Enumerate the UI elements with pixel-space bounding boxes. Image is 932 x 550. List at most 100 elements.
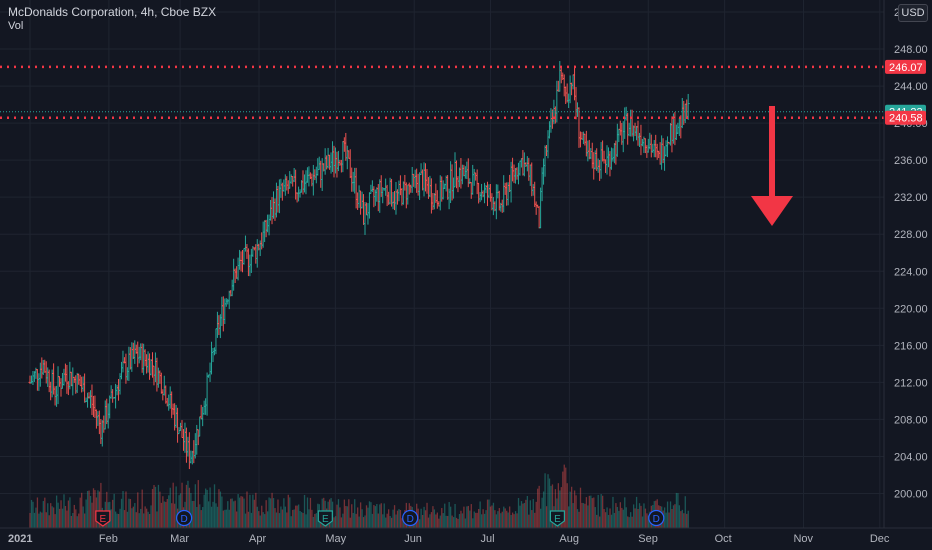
volume-bar [573,490,576,528]
volume-bar [171,503,173,528]
volume-bar [98,491,101,528]
volume-bar [231,498,233,528]
volume-bar [529,500,531,528]
volume-bar [621,507,623,528]
time-tick-label: Feb [99,533,118,545]
time-tick-label: Sep [638,533,658,545]
volume-bar [352,512,354,528]
price-tick-label: 232.00 [894,192,928,204]
volume-bar [506,510,508,528]
volume-bar [123,510,126,528]
volume-bar [579,487,582,528]
volume-bar [501,511,503,528]
volume-bar [641,516,644,528]
volume-bar [64,505,67,528]
volume-bar [585,497,588,528]
volume-bar [520,501,523,528]
volume-bar [190,492,192,528]
price-tag-label: 246.07 [889,62,923,74]
volume-bar [591,498,593,528]
volume-bar [277,499,279,528]
volume-bar [383,503,385,528]
currency-button[interactable]: USD [898,4,928,22]
volume-bar [588,495,591,528]
volume-bar [306,497,309,528]
volume-bar [309,497,312,528]
volume-bar [181,482,183,528]
volume-bar [442,513,444,528]
volume-bar [259,515,261,528]
volume-bar [148,514,151,528]
volume-bar [187,480,189,528]
volume-bar [519,505,521,528]
level-price-tag [885,110,926,125]
volume-bar [492,502,495,528]
volume-bar [134,503,136,528]
volume-bar [85,499,87,528]
symbol-title: McDonalds Corporation, 4h, Cboe BZX [8,5,217,19]
volume-bar [91,502,93,528]
volume-bar [266,511,269,528]
volume-bar [534,512,536,528]
price-tick-label: 200.00 [894,488,928,500]
volume-bar [511,512,514,528]
volume-bar [275,512,278,528]
volume-bar [593,497,595,528]
volume-bar [50,503,52,528]
volume-bar [131,508,133,528]
volume-bar [562,471,564,528]
time-axis[interactable]: 2021 Feb Mar Apr May Jun Jul Aug Sep Oct Nov Dec [0,527,932,545]
volume-bar [504,508,506,528]
volume-bar [612,496,614,528]
volume-bar [545,506,548,528]
volume-bar [119,508,121,528]
volume-bar [488,499,490,528]
volume-bar [284,506,287,528]
volume-bar [228,509,230,528]
volume-bar [287,494,289,528]
volume-bar [269,498,272,528]
volume-bar [144,506,146,528]
price-axis[interactable]: 252.00248.00244.00240.00236.00232.00228.… [883,0,928,528]
volume-bar [548,478,551,528]
volume-bar [67,500,70,528]
volume-bar [265,500,267,528]
volume-bar [526,496,529,528]
volume-bar [601,495,604,528]
volume-bar [535,501,537,528]
volume-bar [590,495,592,528]
volume-bar [120,498,123,528]
volume-bar [315,513,317,528]
volume-bar [448,502,450,528]
volume-bar [628,517,630,528]
volume-bar [162,496,164,528]
volume-bar [379,504,381,528]
volume-bar [542,491,545,528]
volume-bar [303,494,306,528]
volume-bar [212,501,214,528]
volume-bar [472,518,474,528]
volume-bar [510,514,512,528]
volume-bar [224,509,226,528]
volume-bar [483,513,486,528]
volume-bar [541,497,543,528]
volume-bar [460,510,462,528]
time-tick-label: Nov [793,533,813,545]
volume-bar [354,499,356,528]
volume-bar [587,505,589,528]
volume-bar [132,506,135,528]
volume-bar [544,473,546,528]
volume-bar [86,490,89,528]
marker-letter: E [322,514,329,525]
volume-bar [449,506,452,528]
volume-bar [290,516,292,528]
volume-bar [122,491,124,528]
volume-bar [334,516,337,528]
marker-letter: D [407,514,414,525]
volume-bar [634,508,636,528]
volume-bar [213,484,216,528]
volume-bar [210,506,213,528]
volume-bar [572,503,574,528]
volume-bar [292,509,294,528]
